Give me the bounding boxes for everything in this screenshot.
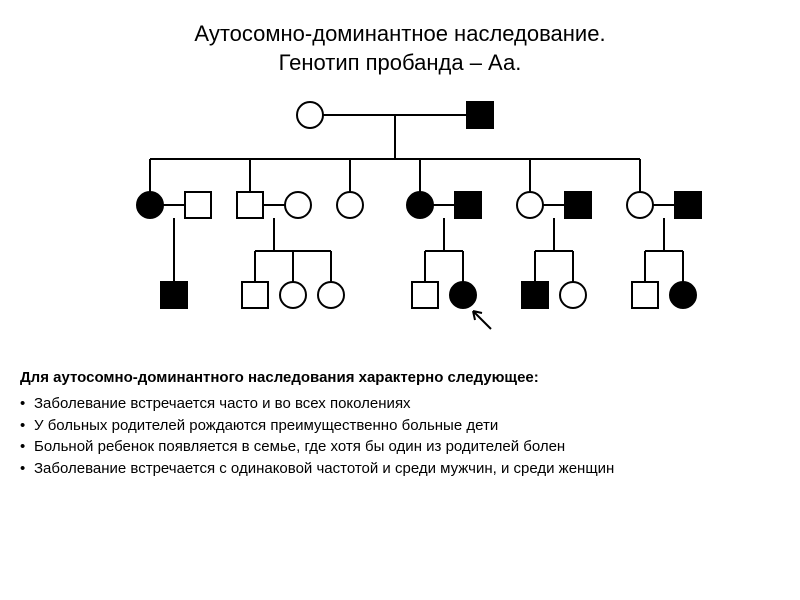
page-title: Аутосомно-доминантное наследование. Гено… (0, 0, 800, 87)
characteristics-heading: Для аутосомно-доминантного наследования … (20, 367, 780, 389)
bullet-item: У больных родителей рождаются преимущест… (20, 415, 780, 437)
characteristics-block: Для аутосомно-доминантного наследования … (0, 347, 800, 480)
bullet-item: Заболевание встречается часто и во всех … (20, 393, 780, 415)
bullet-item: Больной ребенок появляется в семье, где … (20, 436, 780, 458)
title-line-2: Генотип пробанда – Аа. (0, 49, 800, 78)
pedigree-diagram (0, 87, 800, 347)
title-line-1: Аутосомно-доминантное наследование. (0, 20, 800, 49)
pedigree-svg (0, 87, 800, 347)
bullet-item: Заболевание встречается с одинаковой час… (20, 458, 780, 480)
